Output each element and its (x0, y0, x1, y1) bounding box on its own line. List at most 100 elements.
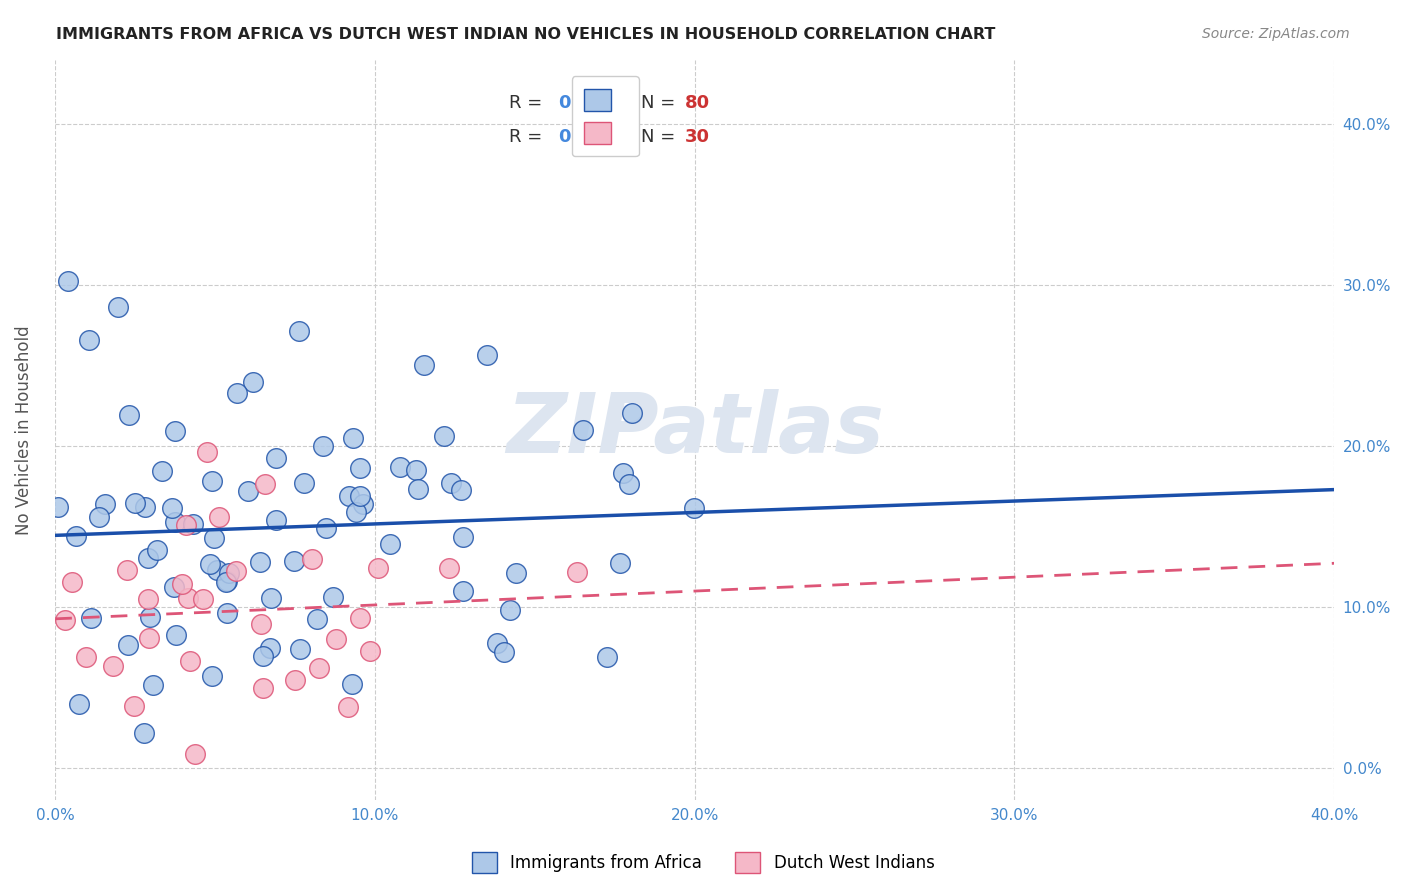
Legend: , : , (572, 76, 638, 156)
Text: 30: 30 (685, 128, 710, 146)
Point (215, 607, 238, 621)
Point (60, 574, 83, 589)
Point (342, 431, 364, 445)
Point (349, 461, 371, 475)
Point (612, 466, 634, 480)
Point (250, 616, 273, 631)
Point (215, 574, 238, 589)
Point (218, 566, 240, 580)
Point (389, 459, 412, 474)
Point (284, 673, 307, 687)
Point (451, 530, 474, 544)
Point (208, 509, 231, 524)
Point (283, 554, 305, 568)
Point (406, 482, 429, 496)
Text: N =: N = (641, 94, 681, 112)
Point (172, 576, 194, 591)
Point (359, 644, 381, 658)
Point (101, 659, 124, 673)
Text: 0.365: 0.365 (558, 128, 614, 146)
Point (201, 669, 224, 683)
Y-axis label: No Vehicles in Household: No Vehicles in Household (15, 325, 32, 534)
Point (252, 648, 274, 663)
Point (405, 463, 427, 477)
Point (307, 612, 329, 626)
Point (163, 424, 186, 438)
Point (195, 444, 218, 458)
Point (93, 497, 115, 511)
Point (122, 698, 145, 713)
Point (117, 638, 139, 652)
Point (337, 489, 360, 503)
Point (315, 521, 337, 535)
Point (67, 697, 90, 711)
Point (596, 649, 619, 664)
Point (77, 333, 100, 347)
Point (288, 642, 311, 657)
Point (89, 509, 111, 524)
Point (450, 483, 472, 497)
Point (165, 515, 187, 529)
Point (413, 359, 436, 373)
Point (138, 631, 160, 645)
Point (165, 628, 187, 642)
Text: R =: R = (509, 128, 548, 146)
Point (53, 614, 76, 628)
Point (75, 650, 97, 665)
Point (115, 563, 138, 577)
Point (191, 591, 214, 606)
Point (136, 550, 159, 565)
Point (325, 632, 347, 646)
Point (264, 451, 287, 466)
Point (142, 678, 165, 692)
Text: ZIPatlas: ZIPatlas (506, 390, 883, 470)
Point (249, 555, 271, 569)
Point (349, 611, 371, 625)
Point (202, 531, 225, 545)
Point (287, 325, 309, 339)
Point (146, 542, 169, 557)
Point (56, 274, 79, 288)
Point (336, 700, 359, 714)
Point (433, 428, 456, 442)
Point (134, 500, 156, 514)
Point (571, 423, 593, 437)
Point (225, 564, 247, 578)
Point (451, 584, 474, 599)
Point (477, 347, 499, 361)
Point (499, 603, 522, 617)
Point (236, 483, 259, 498)
Point (440, 476, 463, 491)
Point (380, 536, 402, 550)
Point (312, 439, 335, 453)
Point (252, 681, 274, 695)
Point (486, 636, 509, 650)
Point (253, 477, 276, 491)
Point (124, 496, 146, 510)
Point (308, 660, 330, 674)
Point (150, 465, 173, 479)
Point (215, 574, 238, 589)
Point (80, 610, 103, 624)
Text: 80: 80 (685, 94, 710, 112)
Point (184, 747, 207, 761)
Text: IMMIGRANTS FROM AFRICA VS DUTCH WEST INDIAN NO VEHICLES IN HOUSEHOLD CORRELATION: IMMIGRANTS FROM AFRICA VS DUTCH WEST IND… (56, 27, 995, 42)
Point (492, 645, 515, 659)
Point (609, 556, 631, 570)
Point (349, 489, 371, 503)
Point (367, 560, 389, 574)
Point (177, 591, 200, 605)
Point (136, 591, 159, 606)
Point (163, 580, 186, 594)
Point (322, 590, 344, 604)
Text: 0.110: 0.110 (558, 94, 614, 112)
Point (201, 474, 224, 488)
Point (179, 654, 201, 668)
Point (340, 677, 363, 691)
Point (134, 726, 156, 740)
Point (301, 551, 323, 566)
Point (259, 641, 281, 656)
Point (505, 566, 527, 581)
Point (352, 497, 374, 511)
Point (682, 500, 704, 515)
